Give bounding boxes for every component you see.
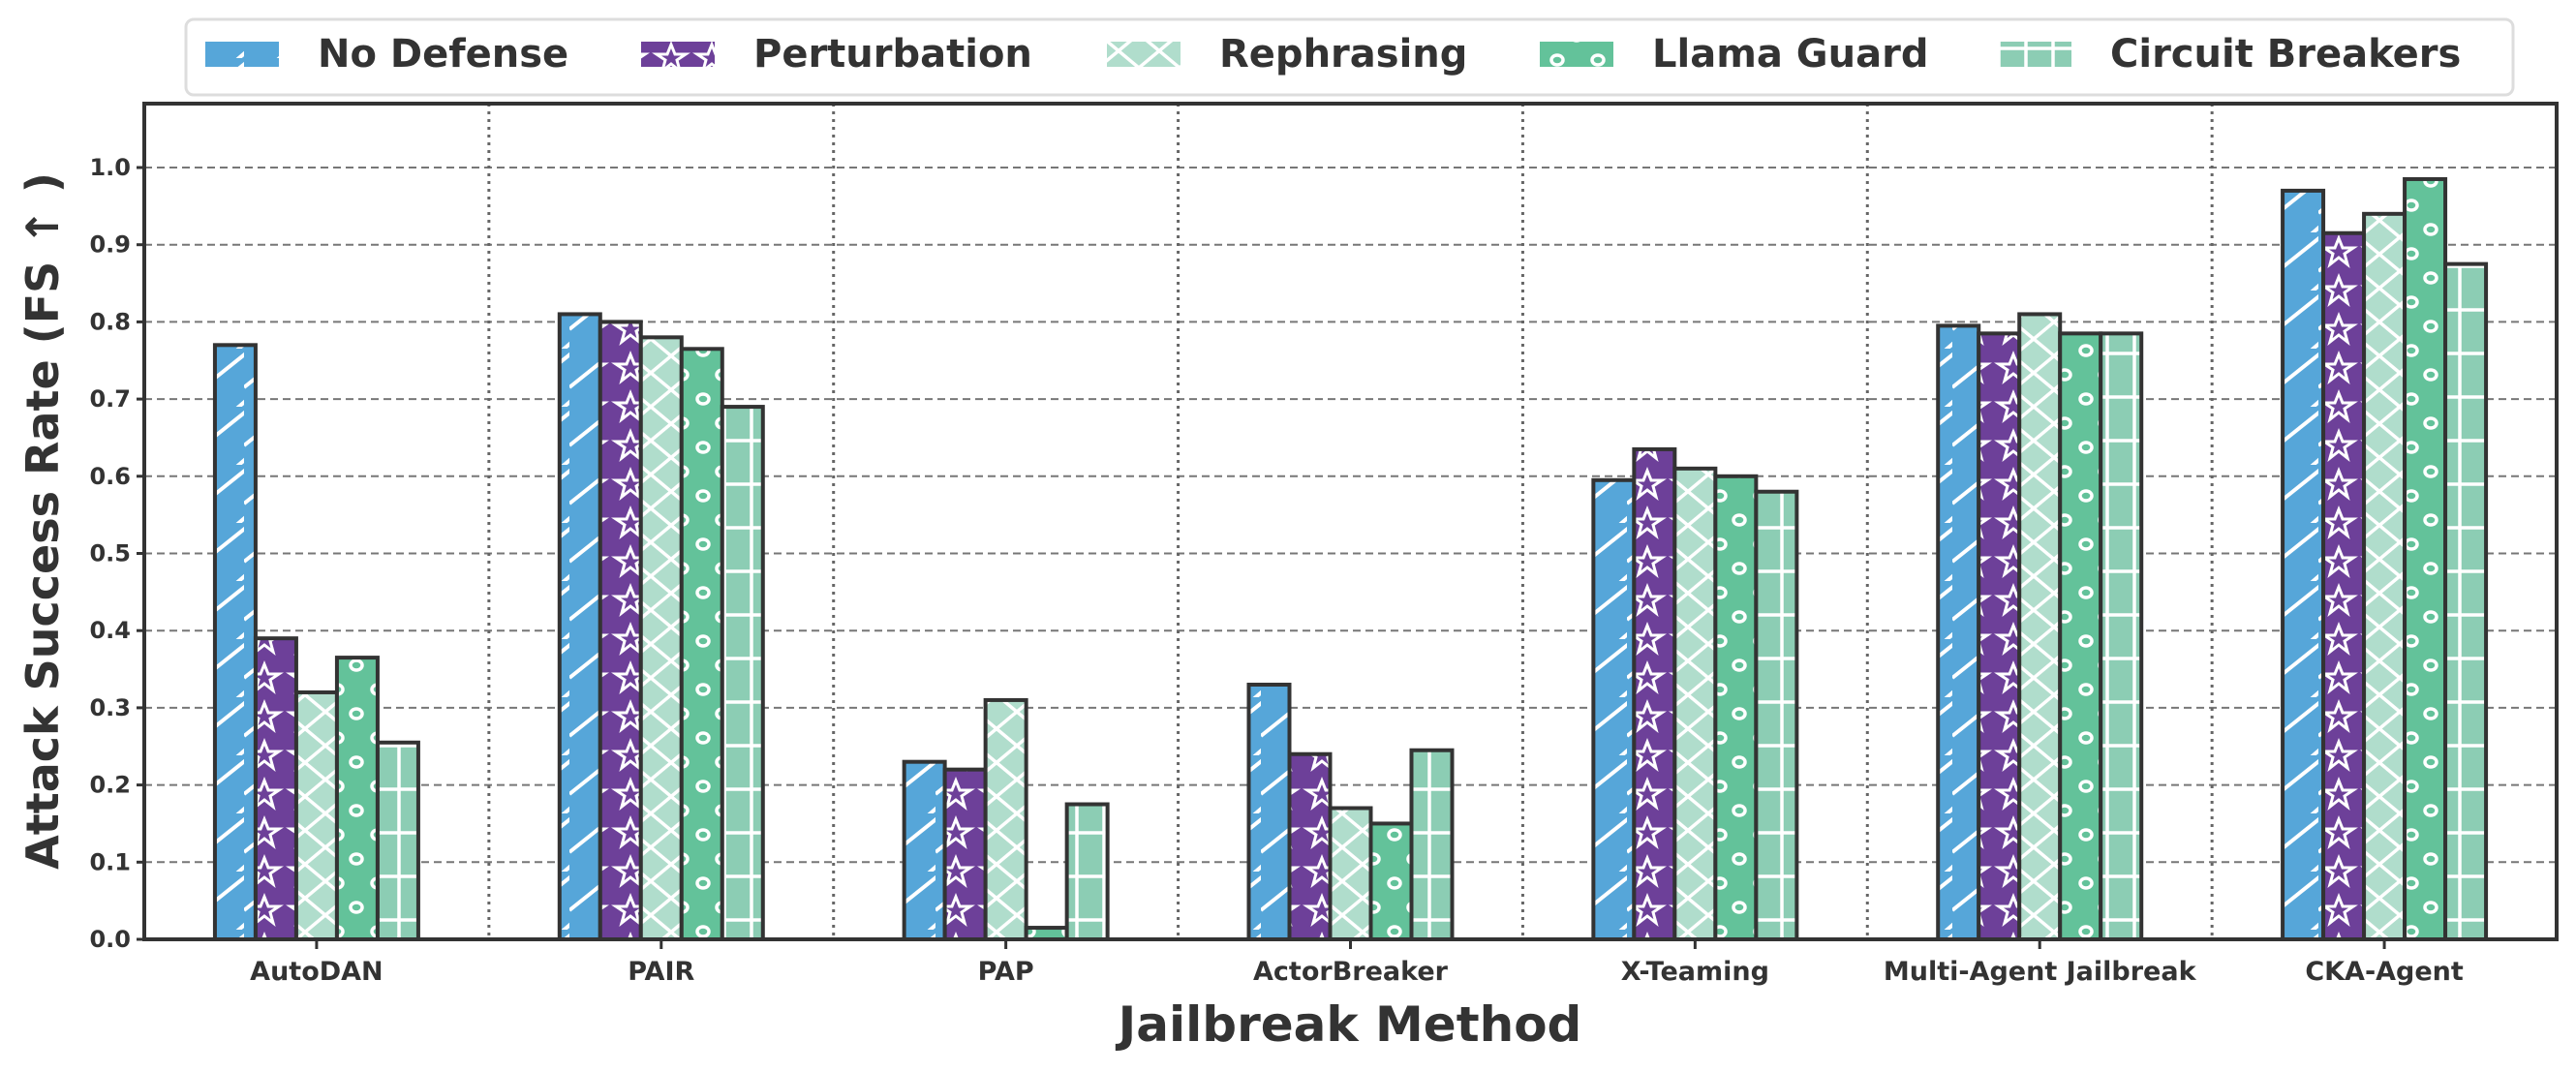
bar-perturbation bbox=[1287, 751, 1333, 941]
bar-llama-guard bbox=[1368, 821, 1414, 942]
x-tick-label: AutoDAN bbox=[250, 957, 383, 987]
y-tick-label: 0.9 bbox=[89, 231, 131, 259]
legend-swatch-circuit-breakers bbox=[1998, 42, 2071, 67]
x-tick-label: PAP bbox=[978, 957, 1034, 987]
x-tick-label: PAIR bbox=[628, 957, 694, 987]
bar-circuit-breakers bbox=[2443, 261, 2489, 941]
legend: No Defense Perturbation Rephrasing Llama Gu… bbox=[184, 17, 2515, 97]
x-tick-label: ActorBreaker bbox=[1253, 957, 1449, 987]
x-tick-label: X-Teaming bbox=[1621, 957, 1769, 987]
bar-no-defense bbox=[902, 759, 947, 941]
bar-rephrasing bbox=[638, 335, 684, 941]
bar-no-defense bbox=[1936, 323, 1981, 941]
bar-llama-guard bbox=[679, 347, 724, 942]
bar-llama-guard bbox=[334, 656, 380, 941]
legend-label: Llama Guard bbox=[1652, 32, 1928, 77]
x-axis-label: Jailbreak Method bbox=[1116, 996, 1582, 1053]
bar-rephrasing bbox=[2017, 312, 2063, 941]
legend-swatch-llama-guard bbox=[1540, 42, 1613, 67]
y-tick-label: 0.1 bbox=[89, 848, 131, 875]
bar-no-defense bbox=[2281, 188, 2326, 942]
bar-perturbation bbox=[942, 767, 988, 941]
bar-perturbation bbox=[598, 320, 643, 941]
y-tick-label: 0.5 bbox=[89, 540, 131, 567]
bar-perturbation bbox=[2321, 230, 2367, 941]
bar-rephrasing bbox=[2362, 211, 2407, 941]
bar-rephrasing bbox=[1328, 806, 1373, 942]
bar-no-defense bbox=[1591, 477, 1637, 941]
x-tick-label: Multi-Agent Jailbreak bbox=[1884, 957, 2197, 987]
y-tick-label: 0.4 bbox=[89, 617, 131, 644]
y-tick-label: 0.3 bbox=[89, 694, 131, 721]
bar-no-defense bbox=[1246, 682, 1292, 941]
legend-frame bbox=[184, 17, 2515, 97]
y-tick-label: 0.0 bbox=[89, 926, 131, 953]
bar-circuit-breakers bbox=[2099, 331, 2144, 942]
legend-label: Perturbation bbox=[753, 32, 1032, 77]
y-tick-label: 1.0 bbox=[89, 154, 131, 181]
bar-no-defense bbox=[212, 343, 258, 941]
bar-llama-guard bbox=[2058, 331, 2103, 942]
bar-perturbation bbox=[1632, 446, 1677, 941]
y-tick-label: 0.7 bbox=[89, 385, 131, 413]
y-tick-label: 0.8 bbox=[89, 308, 131, 335]
bar-llama-guard bbox=[1713, 474, 1759, 941]
bar-rephrasing bbox=[1672, 466, 1718, 941]
legend-label: Rephrasing bbox=[1219, 32, 1467, 77]
legend-swatch-rephrasing bbox=[1107, 42, 1181, 67]
legend-swatch-perturbation bbox=[641, 42, 715, 67]
bar-circuit-breakers bbox=[720, 405, 765, 941]
bar-perturbation bbox=[1977, 331, 2022, 942]
bar-circuit-breakers bbox=[1754, 489, 1799, 941]
bar-circuit-breakers bbox=[1409, 748, 1455, 941]
legend-label: No Defense bbox=[318, 32, 568, 77]
x-tick-label: CKA-Agent bbox=[2305, 957, 2464, 987]
legend-swatch-no-defense bbox=[205, 42, 279, 67]
bar-llama-guard bbox=[2403, 176, 2448, 941]
y-axis-label: Attack Success Rate (FS ↑ ) bbox=[16, 172, 69, 870]
y-tick-label: 0.2 bbox=[89, 772, 131, 799]
bar-circuit-breakers bbox=[1064, 802, 1110, 942]
bar-circuit-breakers bbox=[375, 740, 420, 942]
bar-perturbation bbox=[253, 636, 298, 941]
y-tick-label: 0.6 bbox=[89, 463, 131, 490]
bar-no-defense bbox=[557, 312, 602, 941]
bar-rephrasing bbox=[293, 689, 339, 942]
legend-label: Circuit Breakers bbox=[2110, 32, 2461, 77]
bar-rephrasing bbox=[983, 697, 1028, 941]
